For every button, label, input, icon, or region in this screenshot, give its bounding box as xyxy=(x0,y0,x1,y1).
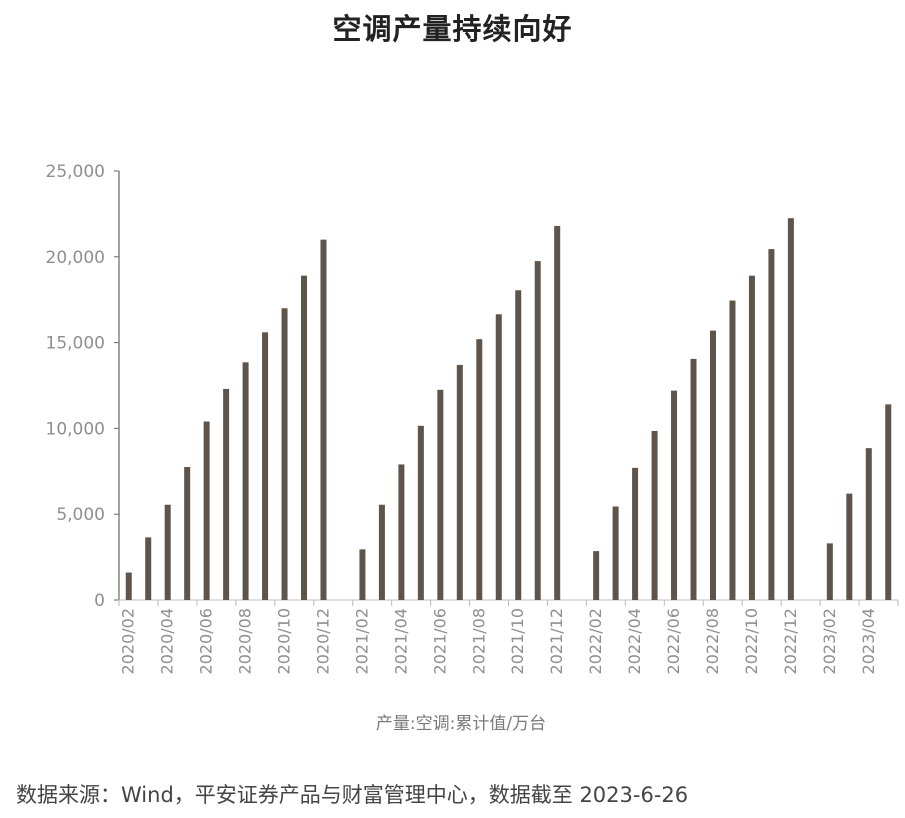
y-tick-label: 20,000 xyxy=(46,248,105,268)
bar-2020-05 xyxy=(184,467,191,600)
bar-2021-05 xyxy=(417,425,424,600)
bar-2022-07 xyxy=(690,358,697,600)
bar-2021-08 xyxy=(476,339,483,600)
bar-2023-02 xyxy=(826,543,833,600)
bar-2021-09 xyxy=(495,314,502,600)
y-tick-label: 10,000 xyxy=(46,419,105,439)
x-tick-label: 2020/12 xyxy=(313,608,332,674)
bar-2022-02 xyxy=(593,551,600,600)
y-axis: 0 5,000 10,000 15,000 20,000 25,000 xyxy=(46,162,120,611)
bar-2022-08 xyxy=(709,330,716,600)
bar-2021-03 xyxy=(378,504,385,600)
bar-2020-11 xyxy=(301,275,308,600)
bar-2020-06 xyxy=(203,421,210,600)
x-tick-label: 2022/04 xyxy=(625,608,644,674)
x-tick-label: 2020/10 xyxy=(275,608,294,674)
bar-2021-06 xyxy=(437,389,444,600)
bar-2021-12 xyxy=(554,225,561,601)
x-tick-label: 2023/04 xyxy=(859,608,878,674)
x-tick-label: 2021/02 xyxy=(352,608,371,674)
legend: 产量:空调:累计值/万台 xyxy=(376,714,546,734)
bar-2023-04 xyxy=(865,448,872,600)
bar-2020-07 xyxy=(223,388,230,600)
bar-2020-02 xyxy=(125,572,132,600)
bar-2021-10 xyxy=(515,290,522,600)
x-tick-label: 2022/10 xyxy=(742,608,761,674)
bar-2022-04 xyxy=(632,467,639,600)
bars xyxy=(125,218,892,601)
bar-2023-05 xyxy=(885,404,892,600)
bar-2020-12 xyxy=(320,239,327,600)
x-tick-label: 2022/06 xyxy=(664,608,683,674)
bar-2022-06 xyxy=(671,390,678,600)
legend-label: 产量:空调:累计值/万台 xyxy=(376,714,546,734)
x-tick-label: 2022/08 xyxy=(703,608,722,674)
x-tick-label: 2020/08 xyxy=(236,608,255,674)
bar-2023-03 xyxy=(846,493,853,600)
source-note: 数据来源：Wind，平安证券产品与财富管理中心，数据截至 2023-6-26 xyxy=(16,783,689,807)
y-tick-label: 0 xyxy=(94,591,105,611)
bar-2022-12 xyxy=(787,218,794,600)
bar-2022-09 xyxy=(729,300,736,600)
bar-2020-03 xyxy=(145,537,152,600)
x-tick-label: 2021/10 xyxy=(508,608,527,674)
bar-2022-10 xyxy=(748,275,755,600)
bar-2020-10 xyxy=(281,308,288,600)
x-tick-label: 2021/06 xyxy=(430,608,449,674)
bar-2021-07 xyxy=(456,364,463,600)
bar-2022-11 xyxy=(768,249,775,600)
bar-2021-11 xyxy=(534,261,541,600)
y-tick-label: 25,000 xyxy=(46,162,105,182)
x-tick-label: 2023/02 xyxy=(820,608,839,674)
chart-title: 空调产量持续向好 xyxy=(332,12,573,46)
bar-2022-05 xyxy=(651,430,658,600)
bar-2021-04 xyxy=(398,464,405,600)
x-tick-label: 2022/12 xyxy=(781,608,800,674)
bar-2020-04 xyxy=(164,504,171,600)
x-axis: 2020/02 2020/04 2020/06 2020/08 2020/10 2020/… xyxy=(118,599,899,674)
bar-2021-02 xyxy=(359,549,366,600)
x-tick-label: 2020/06 xyxy=(197,608,216,674)
bar-2020-08 xyxy=(242,362,249,600)
x-tick-label: 2022/02 xyxy=(586,608,605,674)
x-tick-label: 2021/08 xyxy=(469,608,488,674)
bar-2022-03 xyxy=(612,506,619,600)
x-tick-label: 2020/02 xyxy=(119,608,138,674)
x-tick-label: 2021/04 xyxy=(391,608,410,674)
x-tick-label: 2020/04 xyxy=(158,608,177,674)
y-tick-label: 5,000 xyxy=(56,505,105,525)
x-tick-label: 2021/12 xyxy=(547,608,566,674)
bar-2020-09 xyxy=(262,332,269,600)
y-tick-label: 15,000 xyxy=(46,334,105,354)
